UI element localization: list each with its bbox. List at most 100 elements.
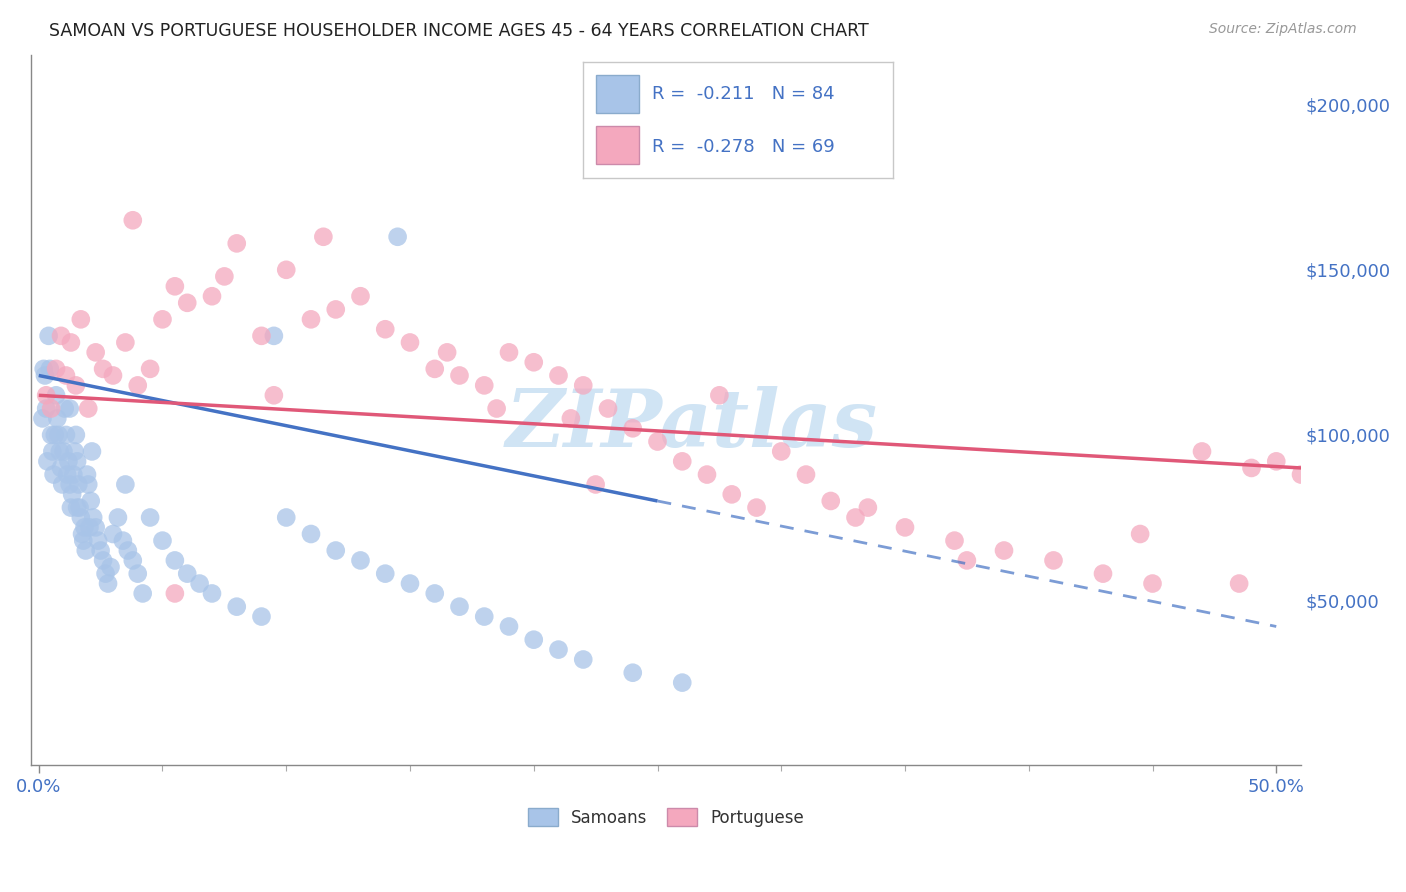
Point	[91, 553, 114, 567]
Point	[63, 444, 86, 458]
Point	[55, 368, 77, 383]
Point	[58, 454, 80, 468]
Point	[84, 345, 107, 359]
Point	[45, 388, 67, 402]
Point	[139, 362, 162, 376]
Point	[770, 444, 793, 458]
Point	[423, 586, 446, 600]
Point	[42, 467, 65, 482]
Text: R =  -0.211   N = 84: R = -0.211 N = 84	[651, 86, 834, 103]
Point	[91, 362, 114, 376]
Point	[69, 510, 91, 524]
Point	[449, 368, 471, 383]
Point	[49, 329, 72, 343]
Point	[894, 520, 917, 534]
Point	[51, 477, 73, 491]
Point	[101, 368, 124, 383]
Point	[77, 401, 100, 416]
Point	[90, 543, 112, 558]
Point	[80, 444, 103, 458]
Point	[399, 576, 422, 591]
Point	[312, 229, 335, 244]
Point	[76, 467, 98, 482]
Point	[67, 477, 90, 491]
Point	[856, 500, 879, 515]
Point	[585, 477, 607, 491]
Point	[34, 368, 56, 383]
Point	[38, 329, 60, 343]
Point	[349, 289, 371, 303]
Point	[69, 500, 91, 515]
Point	[131, 586, 153, 600]
Point	[80, 494, 103, 508]
Point	[44, 428, 66, 442]
Point	[498, 345, 520, 359]
Point	[374, 566, 396, 581]
Point	[794, 467, 817, 482]
Point	[745, 500, 768, 515]
Text: R =  -0.278   N = 69: R = -0.278 N = 69	[651, 137, 834, 155]
Point	[325, 543, 347, 558]
Point	[709, 388, 731, 402]
Point	[72, 533, 94, 548]
Point	[201, 289, 224, 303]
Point	[121, 213, 143, 227]
Point	[152, 533, 174, 548]
Point	[49, 444, 72, 458]
Point	[720, 487, 742, 501]
Point	[225, 599, 247, 614]
Point	[472, 609, 495, 624]
Point	[45, 362, 67, 376]
Point	[176, 295, 198, 310]
Point	[39, 428, 62, 442]
Text: SAMOAN VS PORTUGUESE HOUSEHOLDER INCOME AGES 45 - 64 YEARS CORRELATION CHART: SAMOAN VS PORTUGUESE HOUSEHOLDER INCOME …	[49, 22, 869, 40]
Point	[299, 527, 322, 541]
Point	[94, 566, 117, 581]
Point	[436, 345, 458, 359]
Point	[127, 566, 149, 581]
Bar	[596, 126, 640, 164]
Point	[69, 312, 91, 326]
Point	[263, 388, 285, 402]
Point	[1142, 576, 1164, 591]
Point	[325, 302, 347, 317]
Point	[671, 675, 693, 690]
Point	[449, 599, 471, 614]
Point	[139, 510, 162, 524]
Point	[56, 467, 79, 482]
Point	[523, 632, 546, 647]
Legend: Samoans, Portuguese: Samoans, Portuguese	[519, 800, 813, 835]
Point	[276, 510, 298, 524]
Point	[79, 520, 101, 534]
Point	[621, 665, 644, 680]
Point	[1289, 467, 1312, 482]
Text: ZIPatlas: ZIPatlas	[506, 385, 877, 463]
Point	[993, 543, 1015, 558]
Point	[214, 269, 236, 284]
Point	[111, 533, 134, 548]
Point	[70, 527, 93, 541]
Point	[32, 362, 55, 376]
Point	[60, 487, 83, 501]
Bar	[596, 75, 640, 113]
Point	[163, 586, 186, 600]
Point	[37, 454, 59, 468]
Point	[263, 329, 285, 343]
Point	[55, 428, 77, 442]
Point	[560, 411, 582, 425]
Point	[66, 454, 89, 468]
Point	[956, 553, 979, 567]
Point	[65, 378, 87, 392]
Point	[349, 553, 371, 567]
Point	[52, 444, 75, 458]
Point	[225, 236, 247, 251]
Point	[820, 494, 842, 508]
Point	[472, 378, 495, 392]
Point	[35, 401, 58, 416]
Point	[77, 477, 100, 491]
Point	[1227, 576, 1250, 591]
Point	[117, 543, 139, 558]
Point	[1191, 444, 1213, 458]
Point	[31, 411, 53, 425]
Point	[114, 477, 136, 491]
